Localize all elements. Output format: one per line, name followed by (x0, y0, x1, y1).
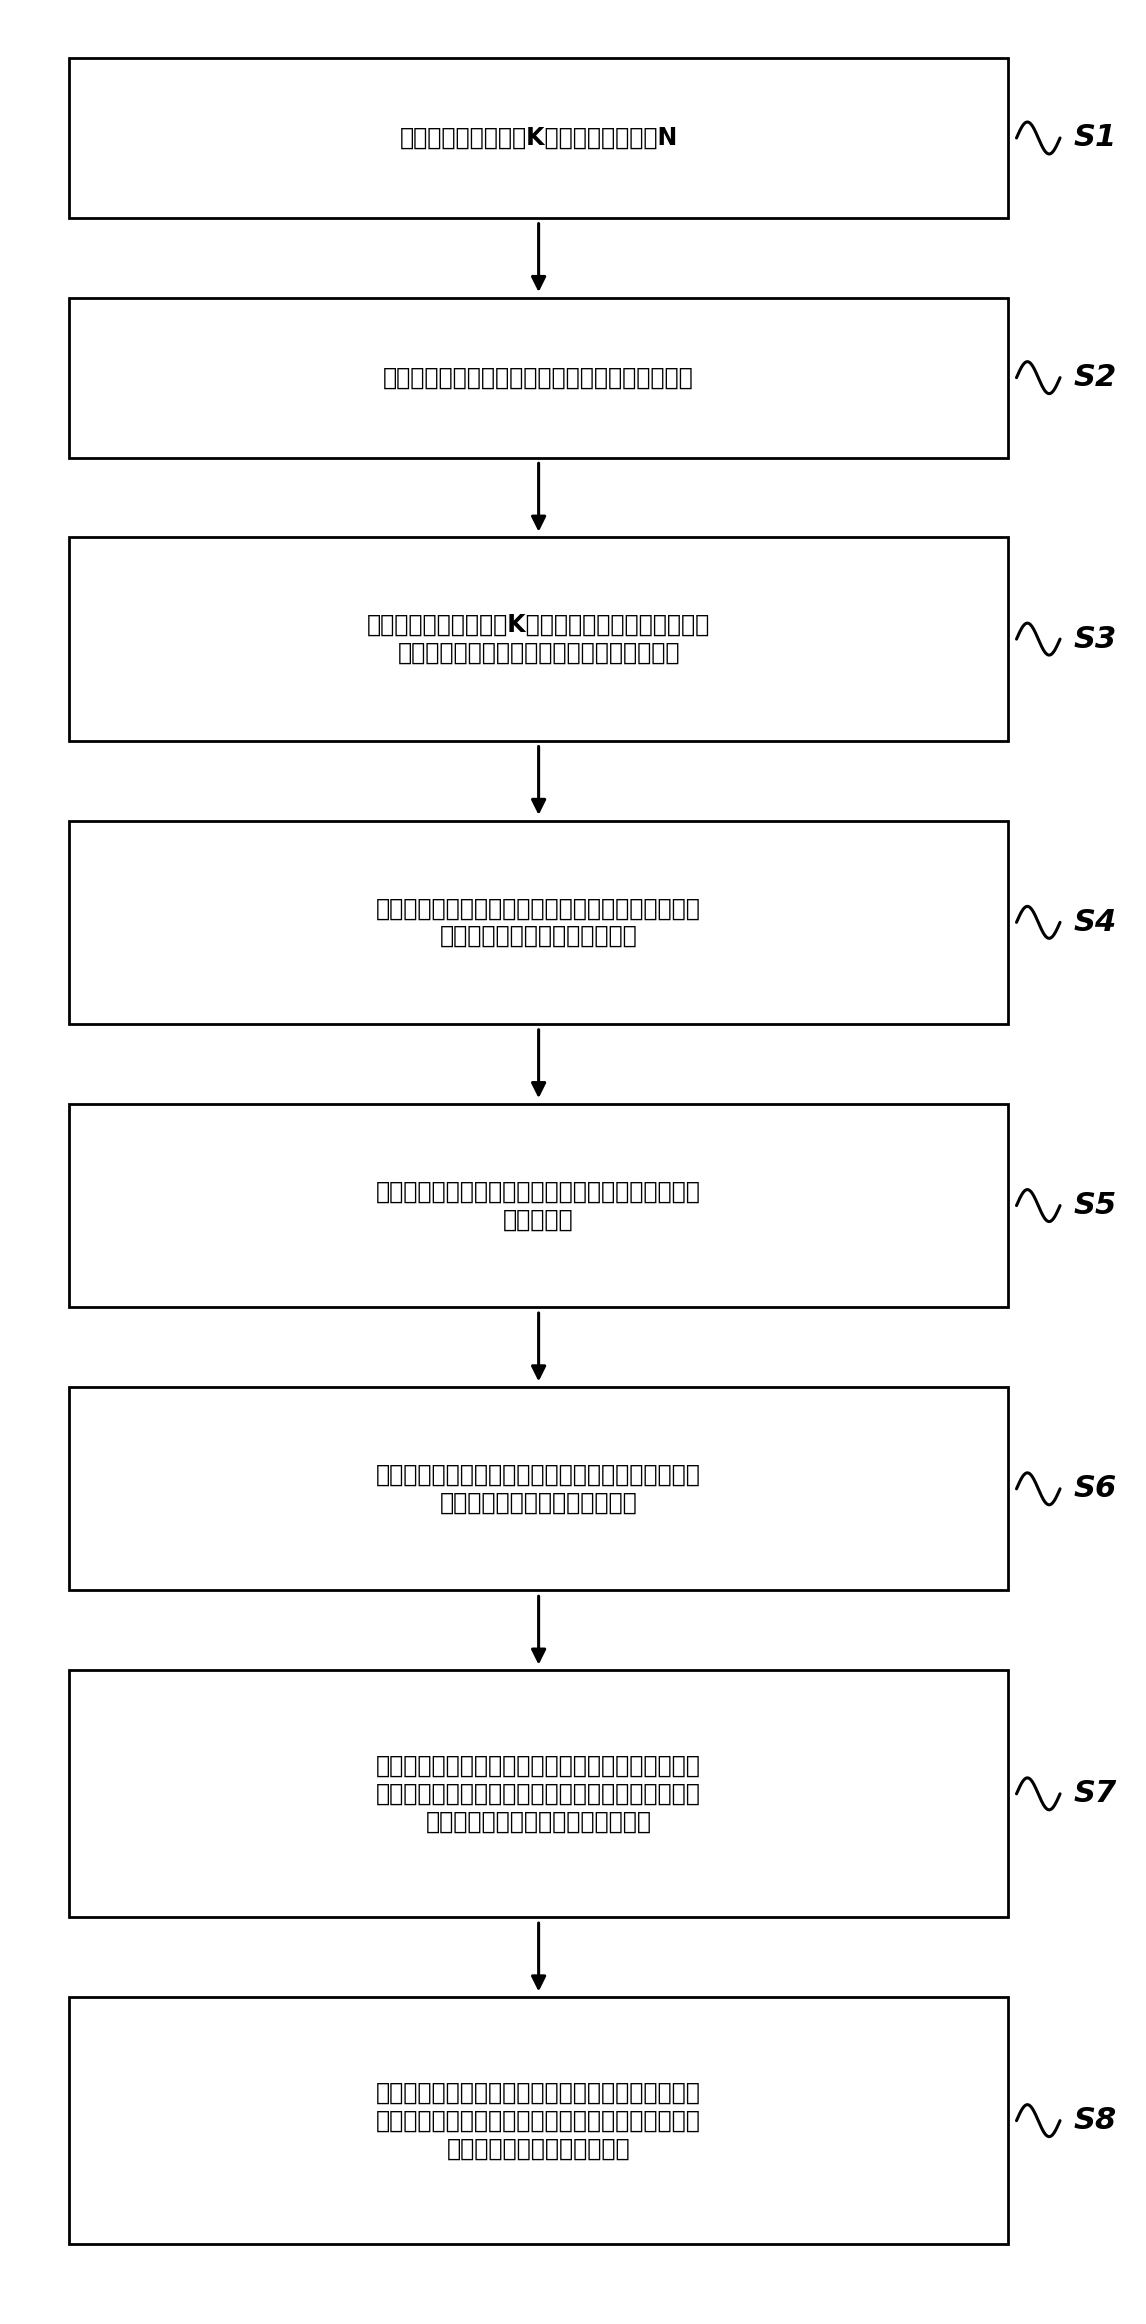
Bar (69, 1104, 1008, 1308)
Text: 对排序后的信道权重集合，按照权重从大到小为每个
子集中的信道权重分配一个序号: 对排序后的信道权重集合，按照权重从大到小为每个 子集中的信道权重分配一个序号 (376, 897, 701, 948)
Text: 根据上述系统被启用载波资源的判决条件与循环终止
条件，判决出上述系统的被启用载波资源，并将上述
被启用载波资源分配给系统中的用户: 根据上述系统被启用载波资源的判决条件与循环终止 条件，判决出上述系统的被启用载波… (376, 1755, 701, 1834)
Bar (69, 58, 1008, 218)
Bar (69, 297, 1008, 458)
Text: 获取上述系统的可用载波资源对应的信道权重集合: 获取上述系统的可用载波资源对应的信道权重集合 (383, 365, 694, 390)
Text: 根据上述系统的信道权重集合，获取被启用载波资源
的判决条件: 根据上述系统的信道权重集合，获取被启用载波资源 的判决条件 (376, 1181, 701, 1232)
Text: S6: S6 (1074, 1473, 1117, 1504)
Text: S4: S4 (1074, 909, 1117, 937)
Bar (69, 537, 1008, 741)
Bar (69, 1387, 1008, 1590)
Text: 根据上述被启用载波资源的分配结果，获取系统中与
被启用载波资源对应的传输功率资源，并将上述传输
功率资源分配给系统中的用户: 根据上述被启用载波资源的分配结果，获取系统中与 被启用载波资源对应的传输功率资源… (376, 2080, 701, 2161)
Text: S3: S3 (1074, 625, 1117, 653)
Text: S8: S8 (1074, 2106, 1117, 2136)
Bar (69, 820, 1008, 1025)
Bar (69, 1671, 1008, 1917)
Text: S5: S5 (1074, 1192, 1117, 1220)
Text: S2: S2 (1074, 363, 1117, 393)
Text: 将上述信道集合划分为K个子集，按照信道权重从大到
小的顺序，对每个子集内的信道权重进行排序: 将上述信道集合划分为K个子集，按照信道权重从大到 小的顺序，对每个子集内的信道权… (367, 614, 711, 665)
Text: 确定系统中的用户数K和可用载波资源数N: 确定系统中的用户数K和可用载波资源数N (400, 125, 677, 151)
Bar (69, 1996, 1008, 2245)
Text: S7: S7 (1074, 1780, 1117, 1808)
Text: S1: S1 (1074, 123, 1117, 153)
Text: 根据上述系统信道权重集合与被启用载波资源的判决
条件，设置对应的循环终止条件: 根据上述系统信道权重集合与被启用载波资源的判决 条件，设置对应的循环终止条件 (376, 1462, 701, 1515)
